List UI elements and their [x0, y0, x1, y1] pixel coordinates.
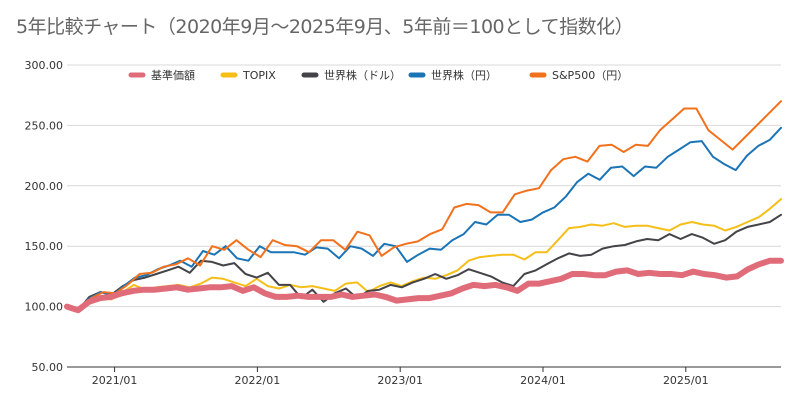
legend-label-3: 世界株（円）	[431, 68, 497, 82]
x-tick-label: 2024/01	[520, 374, 566, 387]
x-tick-label: 2025/01	[663, 374, 709, 387]
legend-label-1: TOPIX	[242, 69, 276, 82]
legend-label-4: S&P500（円）	[552, 69, 628, 82]
legend-label-2: 世界株（ドル）	[324, 68, 401, 82]
series-line-0	[64, 257, 784, 314]
series-line-2	[66, 213, 782, 312]
y-tick-label: 100.00	[25, 301, 64, 314]
x-tick-label: 2021/01	[92, 374, 138, 387]
y-tick-label: 200.00	[25, 180, 64, 193]
chart-title: 5年比較チャート（2020年9月～2025年9月、5年前＝100として指数化）	[16, 16, 634, 38]
series-line-4	[66, 100, 782, 312]
y-tick-label: 300.00	[25, 59, 64, 72]
series-line-1	[66, 198, 782, 310]
y-tick-label: 150.00	[25, 240, 64, 253]
legend-label-0: 基準価額	[151, 68, 195, 82]
series-line-3	[66, 126, 782, 310]
y-tick-label: 250.00	[25, 119, 64, 132]
x-tick-label: 2023/01	[377, 374, 423, 387]
y-tick-label: 50.00	[32, 361, 64, 374]
x-tick-label: 2022/01	[235, 374, 281, 387]
